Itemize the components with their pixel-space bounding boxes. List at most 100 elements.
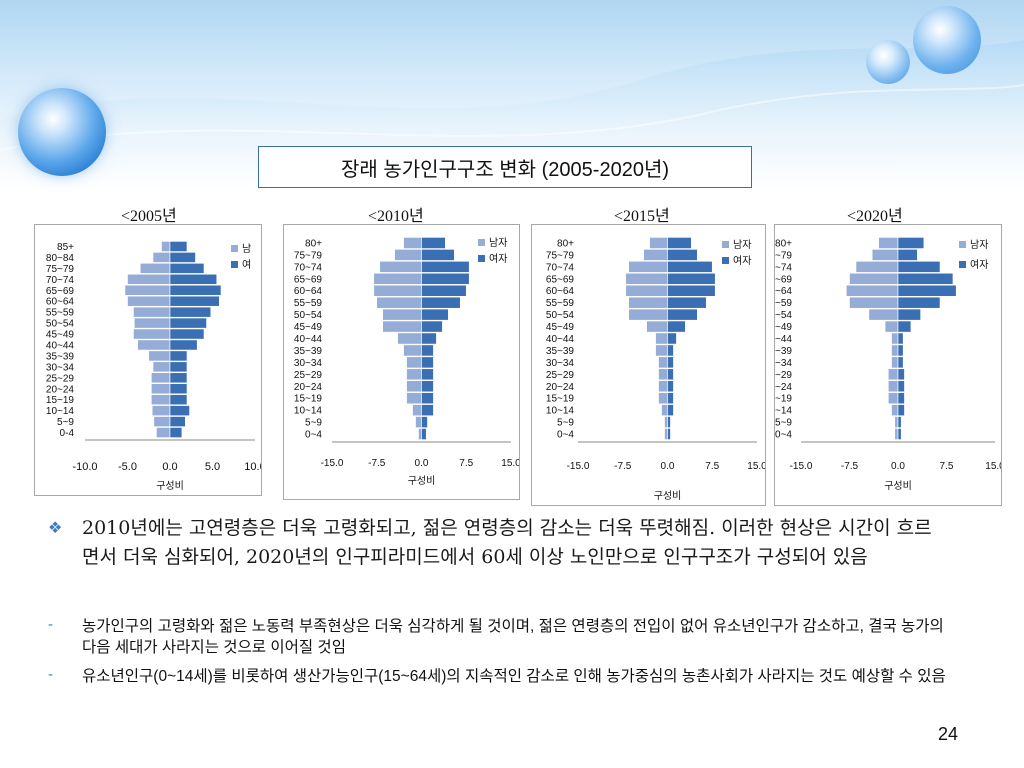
age-group-label: 35~39 — [46, 351, 75, 362]
x-tick-label: 0.0 — [891, 461, 905, 472]
bar-female — [421, 380, 434, 393]
age-group-label: 5~9 — [557, 418, 574, 429]
age-group-label: 75~79 — [775, 250, 792, 261]
bar-female — [421, 356, 434, 369]
bar-female — [421, 332, 437, 345]
year-label-2005: <2005년 — [121, 208, 177, 225]
age-group-label: 40~44 — [775, 334, 792, 345]
bar-male — [661, 404, 668, 417]
bar-female — [897, 308, 921, 321]
x-tick-label: 10.0 — [244, 461, 261, 473]
bar-female — [169, 427, 183, 438]
age-group-label: 15~19 — [294, 394, 323, 405]
bar-male — [127, 295, 171, 307]
age-group-label: 75~79 — [294, 250, 323, 261]
bar-female — [897, 428, 902, 440]
legend-swatch — [478, 255, 485, 262]
sub-bullet-text: 유소년인구(0~14세)를 비롯하여 생산가능인구(15~64세)의 지속적인 … — [82, 668, 946, 685]
bar-male — [133, 328, 171, 340]
legend-label: 남자 — [970, 239, 988, 251]
bar-male — [397, 332, 422, 345]
bar-female — [667, 249, 698, 261]
legend-swatch — [722, 241, 729, 248]
bar-female — [421, 237, 446, 249]
bar-male — [406, 392, 422, 405]
age-group-label: 25~29 — [294, 370, 323, 381]
age-group-label: 65~69 — [775, 274, 792, 285]
age-group-label: 60~64 — [775, 286, 792, 297]
bar-female — [667, 392, 674, 405]
age-group-label: 55~59 — [775, 298, 792, 309]
legend-label: 남 — [242, 243, 251, 255]
age-group-label: 30~34 — [294, 358, 323, 369]
main-bullet: ❖ 2010년에는 고연령층은 더욱 고령화되고, 젊은 연령층의 감소는 더욱… — [48, 514, 948, 572]
bar-female — [421, 344, 434, 357]
age-group-label: 20~24 — [294, 382, 323, 393]
bar-female — [667, 344, 674, 357]
bar-female — [421, 368, 434, 381]
age-group-label: 45~49 — [294, 322, 323, 333]
age-group-label: 5~9 — [305, 418, 322, 429]
bar-male — [888, 368, 899, 381]
bar-female — [169, 262, 205, 274]
bar-female — [667, 368, 674, 381]
bar-female — [897, 380, 905, 393]
bar-male — [658, 392, 668, 405]
sub-bullet-dash: - — [48, 616, 53, 633]
bar-male — [156, 427, 171, 438]
blue-orb-decoration-small — [866, 40, 910, 84]
x-axis-label: 구성비 — [156, 480, 184, 492]
x-tick-label: 15.0 — [747, 461, 765, 472]
bar-male — [152, 252, 171, 263]
age-group-label: 30~34 — [46, 362, 75, 373]
bar-female — [421, 272, 470, 285]
bar-male — [133, 306, 171, 318]
age-group-label: 40~44 — [546, 334, 575, 345]
age-group-label: 5~9 — [57, 417, 74, 428]
legend-swatch — [231, 261, 238, 268]
bar-female — [897, 368, 905, 381]
bar-female — [897, 404, 905, 417]
bar-female — [897, 356, 904, 369]
x-tick-label: -5.0 — [118, 461, 137, 473]
age-group-label: 40~44 — [46, 340, 75, 351]
year-label-2010: <2010년 — [368, 208, 424, 225]
bar-female — [667, 428, 671, 440]
bar-female — [169, 273, 218, 285]
age-group-label: 60~64 — [294, 286, 323, 297]
age-group-label: 60~64 — [546, 286, 575, 297]
bar-female — [421, 404, 434, 417]
bar-male — [628, 308, 668, 321]
population-pyramid-2010: 80+ 75~79 70~74 65~69 60~64 55~59 50~54 45~49 40… — [283, 224, 520, 500]
bar-male — [628, 296, 668, 309]
bar-female — [421, 284, 467, 297]
bar-male — [373, 284, 422, 297]
x-tick-label: -15.0 — [790, 461, 813, 472]
bar-male — [134, 317, 171, 329]
bar-female — [169, 394, 188, 406]
bar-male — [628, 260, 668, 273]
age-group-label: 15~19 — [46, 395, 75, 406]
age-group-label: 70~74 — [775, 262, 792, 273]
bar-female — [421, 428, 427, 440]
age-group-label: 45~49 — [775, 322, 792, 333]
age-group-label: 55~59 — [46, 308, 75, 319]
bar-male — [643, 249, 668, 261]
bar-male — [151, 405, 171, 417]
legend-label: 여자 — [733, 255, 751, 267]
bar-female — [667, 296, 707, 309]
bar-female — [169, 361, 188, 373]
bar-male — [658, 380, 668, 393]
bar-male — [868, 308, 899, 321]
bar-male — [855, 260, 899, 273]
legend-label: 여자 — [489, 253, 507, 265]
bar-male — [891, 332, 899, 345]
bar-male — [379, 260, 422, 273]
bar-female — [897, 392, 905, 405]
x-tick-label: -15.0 — [567, 461, 590, 472]
bar-male — [646, 320, 668, 333]
slide-title: 장래 농가인구구조 변화 (2005-2020년) — [258, 146, 752, 188]
bar-female — [897, 237, 925, 249]
x-tick-label: 0.0 — [661, 461, 675, 472]
bar-male — [403, 344, 422, 357]
